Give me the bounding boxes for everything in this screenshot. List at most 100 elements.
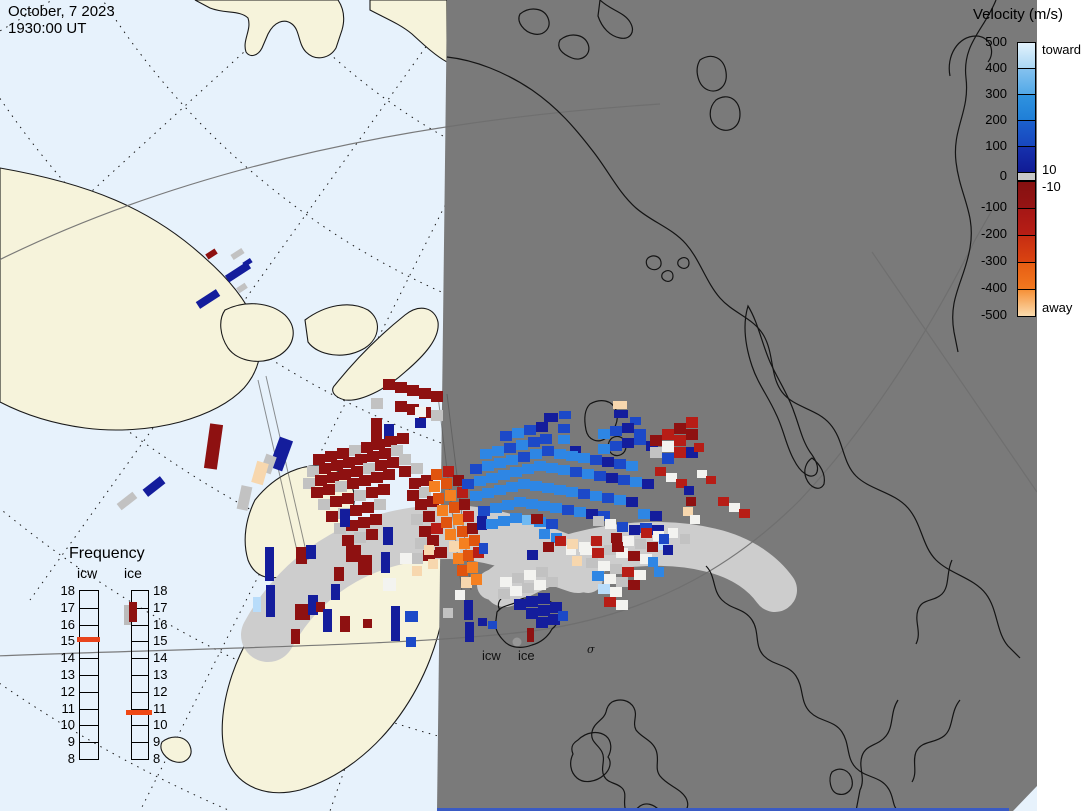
echo-cell [650,511,662,521]
echo-cell [534,461,546,471]
echo-cell [570,446,581,454]
echo-cell [610,587,622,597]
echo-cell [412,566,422,576]
echo-cell [391,606,400,641]
echo-cell [739,509,750,518]
echo-cell [610,441,622,451]
echo-cell [453,553,464,564]
echo-cell [506,482,518,492]
echo-cell [650,435,662,446]
echo-cell [411,463,423,474]
echo-cell [614,410,628,418]
echo-cell [407,490,419,501]
echo-cell [384,424,394,442]
echo-cell [343,457,355,468]
echo-cell [407,404,419,415]
echo-cell [634,570,646,580]
echo-cell [614,459,626,469]
echo-cell [419,388,431,399]
echo-cell [355,454,367,465]
echo-cell [566,545,576,555]
echo-cell [337,448,349,459]
franz-josef-land [645,255,662,271]
echo-cell [453,475,464,486]
echo-cell [427,535,439,546]
echo-cell [578,489,590,499]
echo-cell [311,487,323,498]
echo-cell [441,517,452,528]
echo-cell [419,526,431,537]
echo-cell [455,590,465,600]
echo-cell [622,567,634,577]
echo-cell [579,542,590,552]
echo-cell [383,379,395,390]
echo-cell [339,469,351,480]
arctic-island [597,0,633,39]
echo-cell [610,426,622,436]
echo-cell [327,472,339,483]
echo-cell [598,561,610,571]
echo-cell [315,475,327,486]
echo-cell [536,422,548,432]
echo-cell [325,451,337,462]
novaya-zemlya-south [804,457,825,489]
island [220,303,294,362]
echo-cell [522,515,534,525]
echo-cell [379,448,391,459]
echo-cell [648,557,658,567]
echo-cell [622,423,634,433]
night-shading [437,0,1037,811]
echo-cell [566,451,578,461]
echo-cell [308,595,318,615]
echo-cell [482,461,494,471]
echo-cell [363,619,372,628]
echo-cell [445,490,456,501]
echo-cell [623,536,634,546]
echo-cell [526,608,538,619]
echo-cell [407,385,419,396]
echo-cell [441,478,452,489]
echo-cell [470,464,482,474]
echo-cell [268,436,294,472]
echo-cell [399,454,411,465]
echo-cell [351,466,363,477]
echo-cell [371,472,383,483]
echo-cell [467,523,478,534]
echo-cell [518,452,530,462]
echo-cell [542,446,554,456]
echo-cell [522,464,534,474]
echo-cell [662,453,674,464]
echo-cell [323,609,332,632]
echo-cell [323,484,335,495]
echo-cell [486,473,498,483]
echo-cell [463,550,474,561]
echo-cell [542,483,554,493]
echo-cell [626,461,638,471]
echo-cell [674,447,686,458]
echo-cell [395,401,407,412]
echo-cell [236,282,248,294]
echo-cell [628,551,640,561]
echo-cell [469,535,480,546]
echo-cell [367,451,379,462]
island [332,307,439,401]
echo-cell [655,467,666,476]
echo-cell [411,553,423,564]
echo-cell [465,622,474,642]
echo-cell [616,577,628,587]
echo-cell [666,473,677,482]
echo-cell [313,454,325,465]
echo-cell [686,447,698,458]
echo-cell [116,491,138,511]
franz-josef-land [677,257,690,269]
echo-cell [650,447,662,458]
echo-cell [536,617,548,628]
echo-cell [638,509,650,519]
siberia-coast [446,56,1021,659]
echo-cell [471,574,482,585]
echo-cell [492,446,504,456]
echo-cell [318,499,330,510]
echo-cell [251,460,269,486]
echo-cell [443,466,454,477]
echo-cell [459,538,470,549]
